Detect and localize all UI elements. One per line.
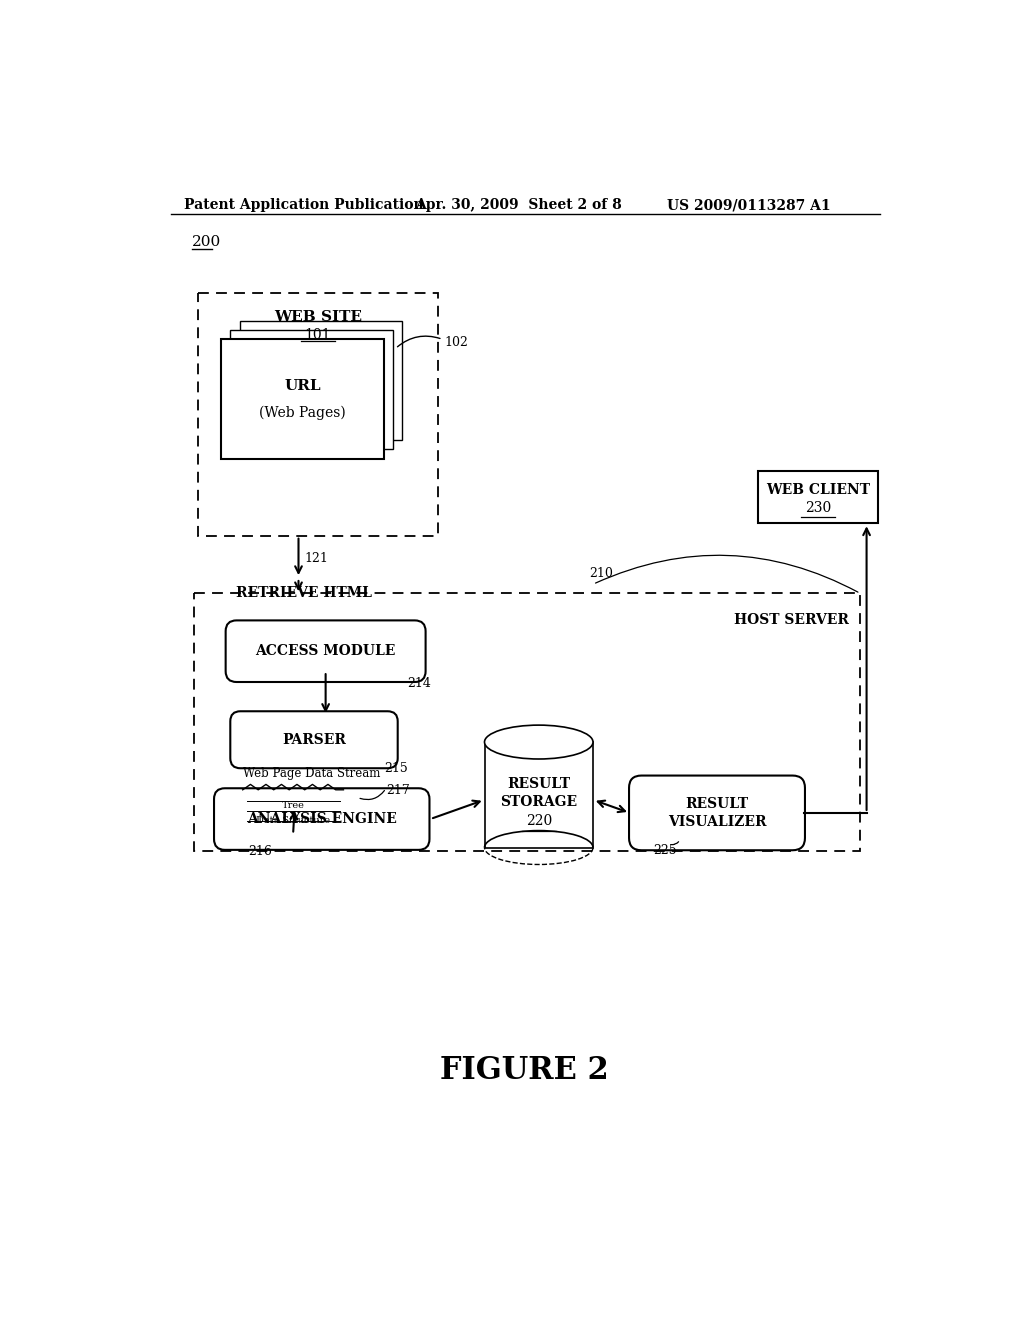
- FancyBboxPatch shape: [243, 789, 343, 834]
- FancyBboxPatch shape: [629, 776, 805, 850]
- Text: 215: 215: [384, 762, 408, 775]
- Text: 225: 225: [653, 843, 677, 857]
- Text: 200: 200: [191, 235, 221, 249]
- Text: Tree: Tree: [282, 801, 304, 809]
- Text: 220: 220: [525, 813, 552, 828]
- Text: 216: 216: [248, 845, 272, 858]
- Text: 214: 214: [407, 677, 431, 690]
- Text: PARSER: PARSER: [282, 733, 346, 747]
- Text: US 2009/0113287 A1: US 2009/0113287 A1: [667, 198, 830, 213]
- Text: WEB SITE: WEB SITE: [273, 310, 361, 325]
- Text: FIGURE 2: FIGURE 2: [440, 1056, 609, 1086]
- Ellipse shape: [484, 725, 593, 759]
- Bar: [484, 742, 593, 847]
- Text: Apr. 30, 2009  Sheet 2 of 8: Apr. 30, 2009 Sheet 2 of 8: [415, 198, 622, 213]
- FancyBboxPatch shape: [230, 711, 397, 768]
- Text: Data Structure: Data Structure: [256, 816, 330, 825]
- FancyBboxPatch shape: [758, 471, 878, 524]
- Text: STORAGE: STORAGE: [500, 795, 578, 809]
- Text: 217: 217: [386, 784, 410, 797]
- FancyBboxPatch shape: [221, 339, 384, 459]
- Text: 102: 102: [444, 335, 468, 348]
- FancyBboxPatch shape: [240, 321, 402, 441]
- Text: RESULT: RESULT: [685, 797, 749, 810]
- Text: URL: URL: [284, 379, 321, 392]
- Text: Patent Application Publication: Patent Application Publication: [183, 198, 424, 213]
- Text: (Web Pages): (Web Pages): [259, 405, 346, 420]
- Text: HOST SERVER: HOST SERVER: [734, 612, 849, 627]
- Text: 121: 121: [305, 552, 329, 565]
- Text: RESULT: RESULT: [507, 777, 570, 792]
- Text: VISUALIZER: VISUALIZER: [668, 816, 766, 829]
- FancyBboxPatch shape: [230, 330, 393, 449]
- Text: ANALYSIS ENGINE: ANALYSIS ENGINE: [247, 812, 396, 826]
- Text: WEB CLIENT: WEB CLIENT: [766, 483, 869, 496]
- Text: Web Page Data Stream: Web Page Data Stream: [243, 767, 380, 780]
- Text: 230: 230: [805, 502, 830, 515]
- FancyBboxPatch shape: [225, 620, 426, 682]
- Text: RETRIEVE HTML: RETRIEVE HTML: [237, 586, 373, 599]
- FancyBboxPatch shape: [214, 788, 429, 850]
- Text: 210: 210: [589, 566, 613, 579]
- Text: 101: 101: [304, 327, 331, 342]
- Text: ACCESS MODULE: ACCESS MODULE: [255, 644, 396, 659]
